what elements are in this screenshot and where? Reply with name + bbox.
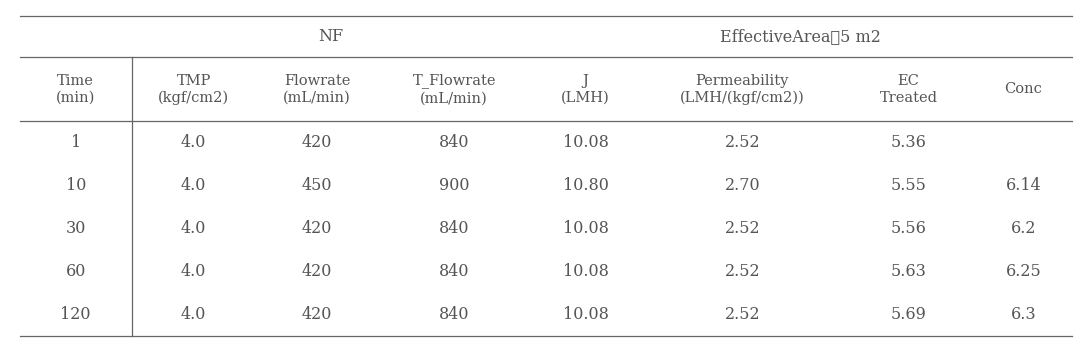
Text: 840: 840 [439, 134, 470, 152]
Text: 30: 30 [66, 220, 86, 237]
Text: EffectiveArea：5 m2: EffectiveArea：5 m2 [721, 28, 881, 45]
Text: 6.25: 6.25 [1006, 263, 1041, 280]
Text: 5.56: 5.56 [891, 220, 926, 237]
Text: 420: 420 [302, 220, 332, 237]
Text: 450: 450 [302, 177, 332, 194]
Text: 840: 840 [439, 220, 470, 237]
Text: T_Flowrate
(mL/min): T_Flowrate (mL/min) [413, 73, 496, 105]
Text: 5.55: 5.55 [891, 177, 926, 194]
Text: 10: 10 [66, 177, 86, 194]
Text: 10.08: 10.08 [562, 134, 608, 152]
Text: 900: 900 [439, 177, 470, 194]
Text: 60: 60 [66, 263, 86, 280]
Text: 840: 840 [439, 306, 470, 323]
Text: EC
Treated: EC Treated [879, 74, 938, 105]
Text: 2.70: 2.70 [724, 177, 760, 194]
Text: Flowrate
(mL/min): Flowrate (mL/min) [283, 74, 352, 105]
Text: Time
(min): Time (min) [56, 74, 95, 105]
Text: 4.0: 4.0 [181, 177, 206, 194]
Text: NF: NF [318, 28, 343, 45]
Text: 120: 120 [60, 306, 91, 323]
Text: Permeability
(LMH/(kgf/cm2)): Permeability (LMH/(kgf/cm2)) [680, 74, 805, 105]
Text: 5.63: 5.63 [891, 263, 926, 280]
Text: 4.0: 4.0 [181, 263, 206, 280]
Text: 10.80: 10.80 [562, 177, 608, 194]
Text: J
(LMH): J (LMH) [561, 74, 610, 105]
Text: TMP
(kgf/cm2): TMP (kgf/cm2) [158, 74, 229, 105]
Text: 10.08: 10.08 [562, 306, 608, 323]
Text: 420: 420 [302, 134, 332, 152]
Text: 6.3: 6.3 [1010, 306, 1036, 323]
Text: 1: 1 [71, 134, 81, 152]
Text: 2.52: 2.52 [724, 220, 760, 237]
Text: 840: 840 [439, 263, 470, 280]
Text: 2.52: 2.52 [724, 134, 760, 152]
Text: 6.2: 6.2 [1010, 220, 1036, 237]
Text: 5.69: 5.69 [891, 306, 926, 323]
Text: 420: 420 [302, 263, 332, 280]
Text: 420: 420 [302, 306, 332, 323]
Text: 6.14: 6.14 [1006, 177, 1041, 194]
Text: 5.36: 5.36 [891, 134, 926, 152]
Text: 2.52: 2.52 [724, 263, 760, 280]
Text: 10.08: 10.08 [562, 220, 608, 237]
Text: 4.0: 4.0 [181, 306, 206, 323]
Text: 2.52: 2.52 [724, 306, 760, 323]
Text: 4.0: 4.0 [181, 220, 206, 237]
Text: Conc: Conc [1005, 82, 1042, 96]
Text: 4.0: 4.0 [181, 134, 206, 152]
Text: 10.08: 10.08 [562, 263, 608, 280]
